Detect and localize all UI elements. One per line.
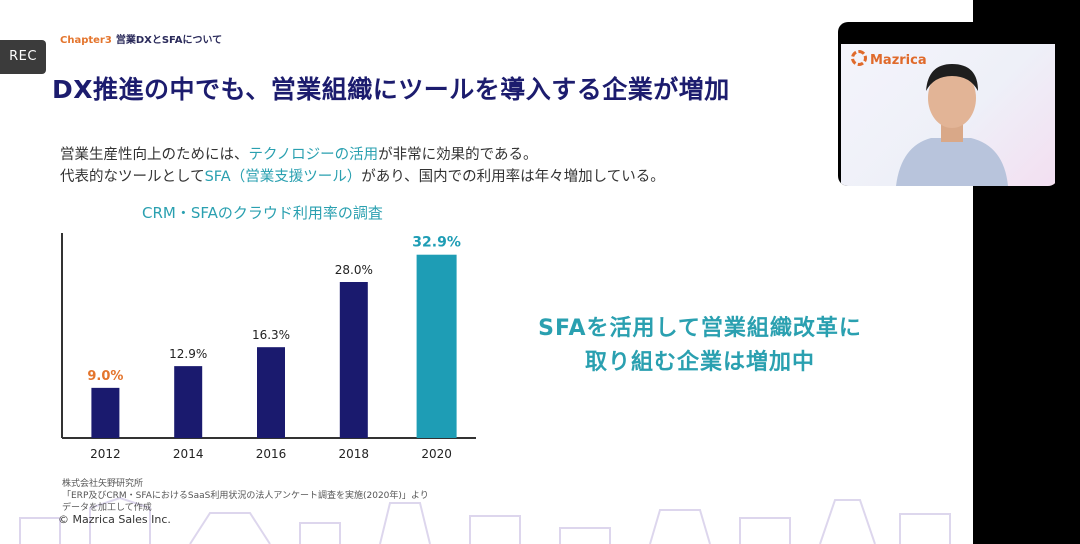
body-line-2-end: があり、国内での利用率は年々増加している。 bbox=[361, 169, 665, 185]
company-logo: Mazrica bbox=[851, 50, 927, 68]
x-tick-label-2016: 2016 bbox=[256, 447, 287, 461]
bar-2020 bbox=[416, 254, 457, 438]
x-tick-label-2014: 2014 bbox=[173, 447, 204, 461]
chapter-number: Chapter3 bbox=[60, 35, 112, 46]
body-line-1-start: 営業生産性向上のためには、 bbox=[60, 147, 249, 163]
data-label-2014: 12.9% bbox=[169, 347, 207, 361]
source-line-1: 株式会社矢野研究所 bbox=[62, 479, 144, 489]
bar-2012 bbox=[91, 387, 120, 438]
copyright: © Mazrica Sales Inc. bbox=[58, 513, 171, 526]
data-label-2012: 9.0% bbox=[87, 369, 123, 384]
callout-line-2: 取り組む企業は増加中 bbox=[584, 350, 815, 375]
data-label-2020: 32.9% bbox=[412, 235, 461, 251]
body-line-2-highlight: SFA（営業支援ツール） bbox=[204, 169, 362, 185]
decorative-skyline bbox=[19, 496, 951, 544]
source-line-2: 「ERP及びCRM・SFAにおけるSaaS利用状況の法人アンケート調査を実施(2… bbox=[62, 491, 429, 501]
body-line-2: 代表的なツールとしてSFA（営業支援ツール）があり、国内での利用率は年々増加して… bbox=[60, 165, 665, 186]
logo-ring-icon bbox=[851, 50, 867, 66]
presenter-figure bbox=[896, 64, 1008, 186]
logo-text: Mazrica bbox=[870, 53, 927, 68]
data-label-2018: 28.0% bbox=[335, 263, 373, 277]
x-tick-label-2018: 2018 bbox=[339, 447, 370, 461]
bar-2014 bbox=[174, 366, 203, 438]
chart-title: CRM・SFAのクラウド利用率の調査 bbox=[142, 204, 383, 222]
body-line-2-start: 代表的なツールとして bbox=[60, 169, 205, 185]
x-tick-label-2012: 2012 bbox=[90, 447, 121, 461]
bar-chart: 9.0% 2012 12.9% 2014 16.3% 2016 28.0% 2018 32.9%… bbox=[61, 233, 476, 461]
recording-indicator: REC bbox=[0, 40, 46, 74]
bar-2018 bbox=[339, 282, 368, 438]
bar-2016 bbox=[257, 347, 285, 438]
body-line-1-end: が非常に効果的である。 bbox=[378, 147, 538, 163]
x-tick-label-2020: 2020 bbox=[421, 447, 452, 461]
slide-headline: DX推進の中でも、営業組織にツールを導入する企業が増加 bbox=[52, 75, 730, 104]
callout-message: SFAを活用して営業組織改革に 取り組む企業は増加中 bbox=[520, 312, 880, 380]
body-line-1-highlight: テクノロジーの活用 bbox=[248, 147, 379, 163]
body-line-1: 営業生産性向上のためには、テクノロジーの活用が非常に効果的である。 bbox=[60, 143, 538, 164]
webcam-video: Mazrica bbox=[841, 44, 1055, 186]
chapter-title: 営業DXとSFAについて bbox=[115, 35, 223, 46]
source-line-3: データを加工して作成 bbox=[62, 503, 152, 513]
webcam-thumbnail[interactable]: Mazrica bbox=[838, 22, 1058, 186]
presentation-slide: Chapter3 営業DXとSFAについて DX推進の中でも、営業組織にツールを導… bbox=[0, 0, 973, 544]
callout-line-1: SFAを活用して営業組織改革に bbox=[538, 316, 862, 341]
chapter-label: Chapter3 営業DXとSFAについて bbox=[60, 31, 222, 46]
data-label-2016: 16.3% bbox=[252, 328, 290, 342]
